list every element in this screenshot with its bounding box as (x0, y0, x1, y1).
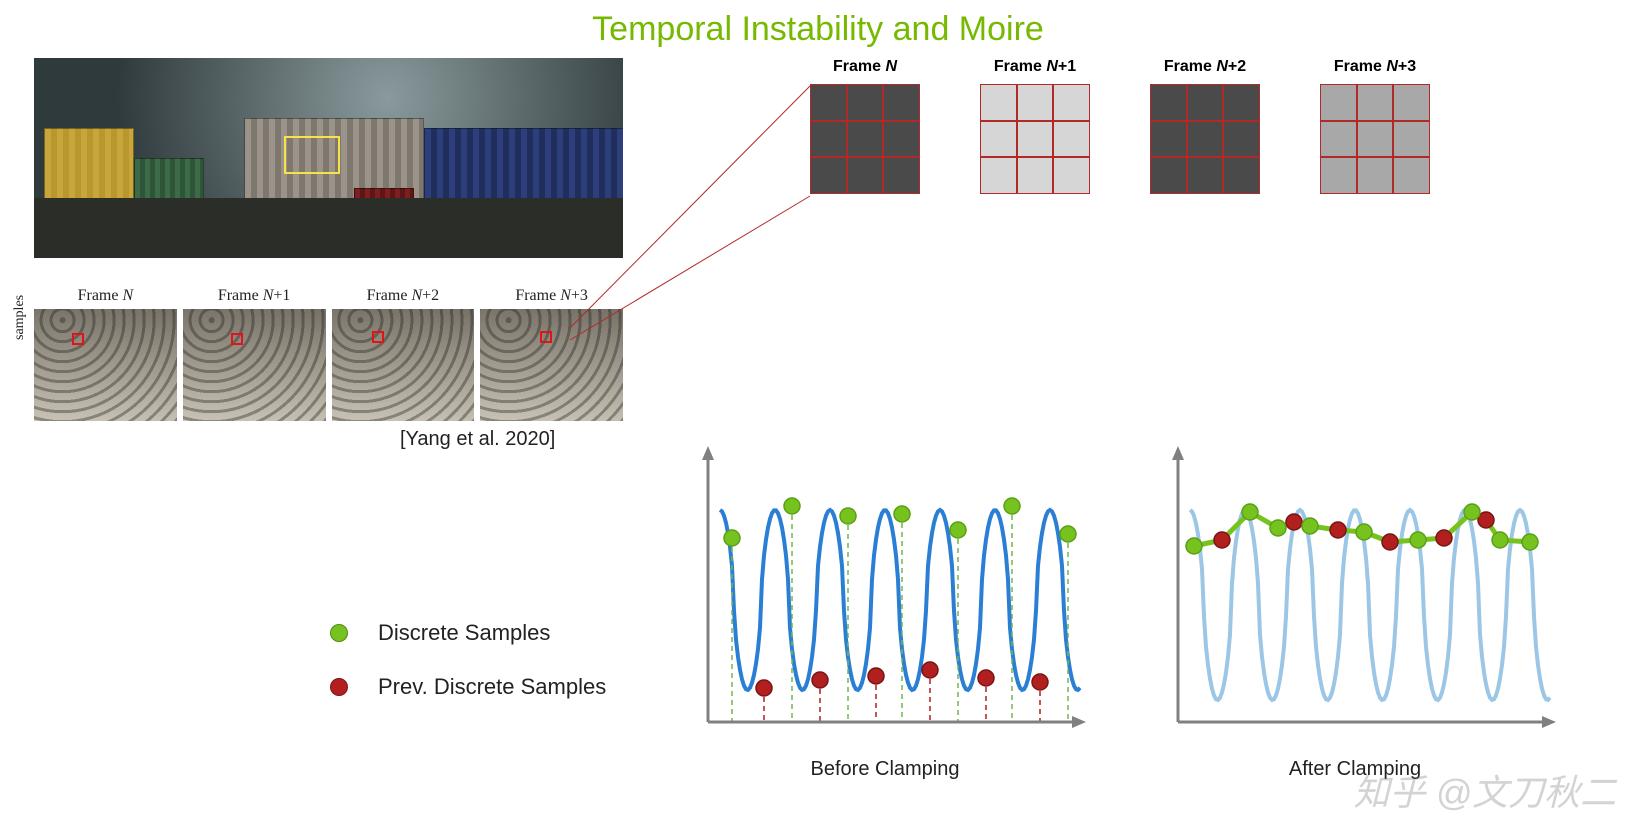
legend-label: Discrete Samples (378, 620, 550, 646)
thumb-label: Frame N+3 (480, 287, 623, 305)
legend-row: Discrete Samples (330, 620, 606, 646)
thumb-marker (72, 333, 84, 345)
grid-label: Frame N+2 (1150, 58, 1260, 76)
slide-title: Temporal Instability and Moire (0, 10, 1636, 49)
grid3 (1320, 84, 1430, 194)
frame-grids: Frame N Frame N+1 Frame N+2 Frame N+3 (810, 58, 1430, 194)
chart-after-clamping (1150, 440, 1560, 750)
charts-container: Before Clamping After Clamping (680, 440, 1560, 781)
legend: Discrete Samples Prev. Discrete Samples (330, 620, 606, 728)
thumb-label: Frame N+1 (183, 287, 326, 305)
grid-label: Frame N+3 (1320, 58, 1430, 76)
legend-dot-green (330, 624, 348, 642)
samples-axis-label: samples (12, 295, 28, 340)
thumb-marker (372, 331, 384, 343)
main-scene-image (34, 58, 623, 258)
legend-dot-red (330, 678, 348, 696)
thumb-label: Frame N (34, 287, 177, 305)
chart-caption: After Clamping (1150, 758, 1560, 781)
citation-text: [Yang et al. 2020] (400, 428, 555, 451)
grid-label: Frame N+1 (980, 58, 1090, 76)
grid3 (1150, 84, 1260, 194)
thumb-image (480, 309, 623, 421)
thumb-image (183, 309, 326, 421)
chart-before-clamping (680, 440, 1090, 750)
chart-caption: Before Clamping (680, 758, 1090, 781)
grid3 (810, 84, 920, 194)
thumbnail-row: Frame N Frame N+1 Frame N+2 Frame N+3 (34, 287, 623, 421)
thumb-image (34, 309, 177, 421)
grid-label: Frame N (810, 58, 920, 76)
scene-highlight-box (284, 136, 340, 174)
legend-row: Prev. Discrete Samples (330, 674, 606, 700)
thumb-marker (231, 333, 243, 345)
grid3 (980, 84, 1090, 194)
thumb-marker (540, 331, 552, 343)
thumb-image (332, 309, 475, 421)
thumb-label: Frame N+2 (332, 287, 475, 305)
legend-label: Prev. Discrete Samples (378, 674, 606, 700)
